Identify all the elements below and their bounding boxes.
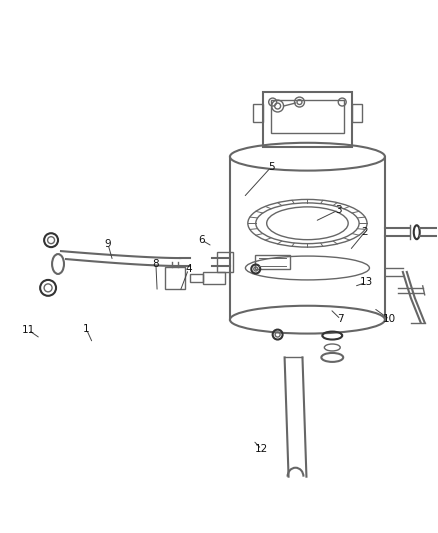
Bar <box>352 104 362 122</box>
Text: 4: 4 <box>185 264 192 274</box>
Text: 13: 13 <box>360 277 373 287</box>
Text: 6: 6 <box>198 235 205 245</box>
Bar <box>255 255 290 269</box>
Bar <box>217 252 233 272</box>
Bar <box>203 272 225 284</box>
Text: 12: 12 <box>255 444 268 454</box>
Bar <box>190 274 203 282</box>
Text: 2: 2 <box>361 227 368 237</box>
Bar <box>271 100 344 133</box>
Bar <box>263 92 352 147</box>
Text: 8: 8 <box>152 259 159 269</box>
Text: 3: 3 <box>336 205 342 215</box>
Text: 7: 7 <box>338 314 344 325</box>
Text: 1: 1 <box>83 324 89 334</box>
Text: 9: 9 <box>105 239 111 249</box>
Bar <box>165 267 185 289</box>
Bar <box>253 104 263 122</box>
Text: 5: 5 <box>268 162 275 172</box>
Text: 10: 10 <box>383 314 396 325</box>
Text: 11: 11 <box>22 325 35 335</box>
